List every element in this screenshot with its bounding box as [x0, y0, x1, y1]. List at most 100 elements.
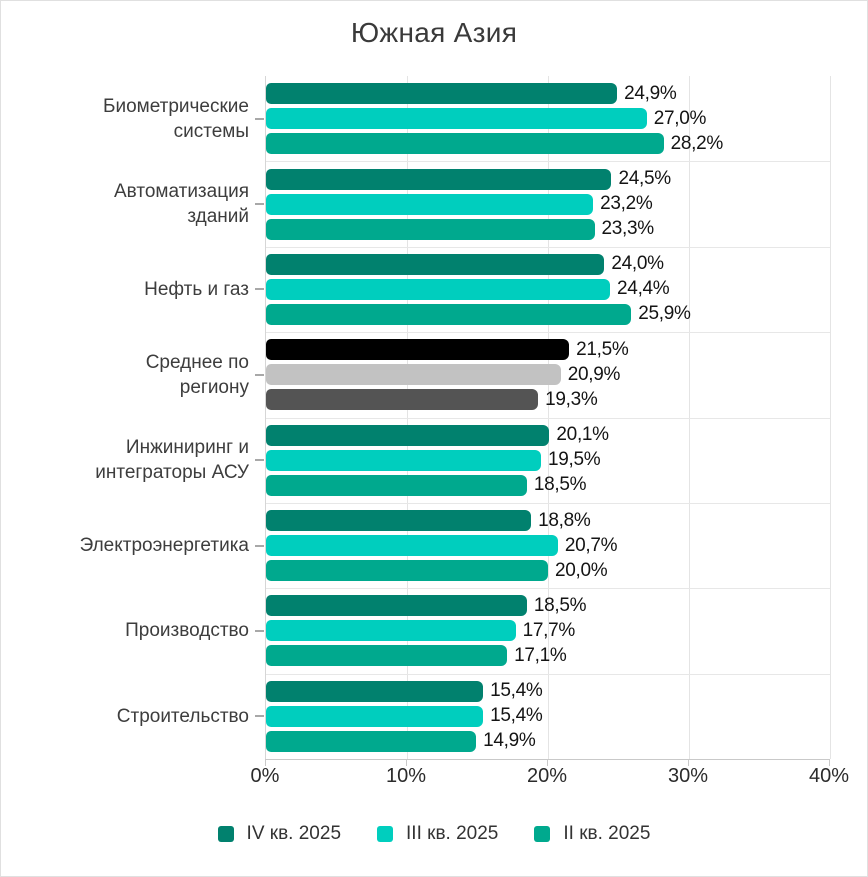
x-tick-label: 10% [385, 765, 427, 787]
bar-line: 17,7% [266, 619, 830, 642]
category-label: Электроэнергетика [79, 535, 249, 557]
bar [266, 389, 539, 411]
bar-line: 20,1% [266, 424, 830, 446]
bar-group: 15,4% 15,4% 14,9% [266, 674, 830, 759]
bar-line: 18,5% [266, 474, 830, 496]
category-row: Автоматизация зданий [1, 161, 265, 246]
category-tick [255, 459, 264, 462]
legend-swatch [534, 826, 551, 842]
bar [266, 510, 532, 532]
bar-value-label: 24,9% [624, 82, 677, 104]
bar [266, 278, 611, 300]
bar [266, 364, 561, 386]
bar [266, 474, 527, 496]
legend-label: II кв. 2025 [563, 823, 651, 844]
x-tick [688, 759, 689, 766]
category-tick [255, 373, 264, 376]
bar-line: 18,5% [266, 594, 830, 617]
bar-value-label: 24,5% [618, 168, 671, 190]
bar-group: 21,5% 20,9% 19,3% [266, 332, 830, 417]
bar [266, 680, 484, 702]
category-tick [255, 629, 264, 632]
bar-value-label: 20,9% [567, 363, 621, 385]
bar-line: 15,4% [266, 680, 830, 702]
legend-swatch [377, 826, 394, 842]
bar-value-label: 27,0% [653, 107, 707, 129]
category-label: Среднее по региону [145, 351, 249, 398]
bar-line: 20,0% [266, 559, 830, 582]
legend-item: III кв. 2025 [377, 823, 498, 845]
bar [266, 620, 516, 642]
bar [266, 645, 508, 667]
bar-value-label: 25,9% [638, 303, 691, 325]
legend-swatch [217, 826, 234, 842]
category-row: Электроэнергетика [1, 503, 265, 588]
bar [266, 535, 558, 557]
bar-line: 14,9% [266, 730, 830, 752]
legend-label: IV кв. 2025 [246, 823, 342, 844]
bar-group: 18,5% 17,7% 17,1% [266, 588, 830, 673]
x-tick-label: 0% [250, 765, 280, 787]
bar [266, 108, 647, 130]
bar-value-label: 20,0% [555, 559, 608, 581]
bar-value-label: 28,2% [670, 132, 724, 154]
bar [266, 168, 612, 190]
plot-area: 24,9% 27,0% 28,2% 24,5% 23,2% 23,3% 24,0% 24,4%… [265, 76, 831, 760]
category-tick [255, 544, 264, 547]
bar-line: 24,4% [266, 278, 830, 300]
category-label: Производство [125, 620, 249, 642]
separator-line [266, 673, 830, 675]
bar-line: 18,8% [266, 510, 830, 532]
bar-value-label: 18,5% [533, 474, 587, 496]
bar-line: 24,0% [266, 253, 830, 275]
bar-line: 20,9% [266, 363, 830, 386]
x-tick-label: 20% [526, 765, 568, 787]
separator-line [266, 502, 830, 504]
bar-rows: 24,9% 27,0% 28,2% 24,5% 23,2% 23,3% 24,0% 24,4%… [266, 76, 830, 759]
category-row: Биометрические системы [1, 76, 265, 161]
bar-value-label: 17,7% [522, 619, 576, 641]
separator-line [266, 588, 830, 590]
bar [266, 560, 548, 582]
x-tick-label: 40% [808, 765, 850, 787]
bar-line: 19,3% [266, 388, 830, 411]
bar-group: 24,5% 23,2% 23,3% [266, 161, 830, 246]
bar-line: 20,7% [266, 534, 830, 557]
category-label: Строительство [116, 705, 249, 727]
separator-line [266, 246, 830, 248]
bar [266, 218, 595, 240]
bar [266, 730, 477, 752]
category-tick [255, 715, 264, 718]
bar-line: 27,0% [266, 107, 830, 130]
bar-value-label: 15,4% [490, 705, 543, 727]
bar-value-label: 18,5% [533, 594, 587, 616]
category-row: Инжиниринг и интеграторы АСУ [1, 418, 265, 503]
bar-group: 20,1% 19,5% 18,5% [266, 418, 830, 503]
bar [266, 339, 570, 361]
category-tick [255, 117, 264, 120]
category-label: Инжиниринг и интеграторы АСУ [95, 437, 249, 484]
bar [266, 133, 664, 155]
bar [266, 424, 550, 446]
bar-value-label: 20,7% [564, 534, 618, 556]
category-tick [255, 203, 264, 206]
x-tick-label: 30% [667, 765, 709, 787]
bar-line: 15,4% [266, 705, 830, 727]
x-tick [829, 759, 830, 766]
bar-line: 24,9% [266, 82, 830, 105]
bar-value-label: 21,5% [576, 338, 629, 360]
bar-value-label: 19,3% [545, 388, 598, 410]
legend-label: III кв. 2025 [406, 823, 499, 844]
bar-value-label: 24,0% [611, 253, 664, 275]
bar-line: 19,5% [266, 449, 830, 471]
x-tick [265, 759, 266, 766]
bar [266, 303, 632, 325]
x-tick [406, 759, 407, 766]
category-row: Среднее по региону [1, 332, 265, 417]
bar-value-label: 20,1% [556, 424, 609, 446]
legend-item: II кв. 2025 [534, 823, 650, 845]
bar [266, 449, 541, 471]
bar-line: 23,2% [266, 193, 830, 215]
category-row: Строительство [1, 674, 265, 759]
